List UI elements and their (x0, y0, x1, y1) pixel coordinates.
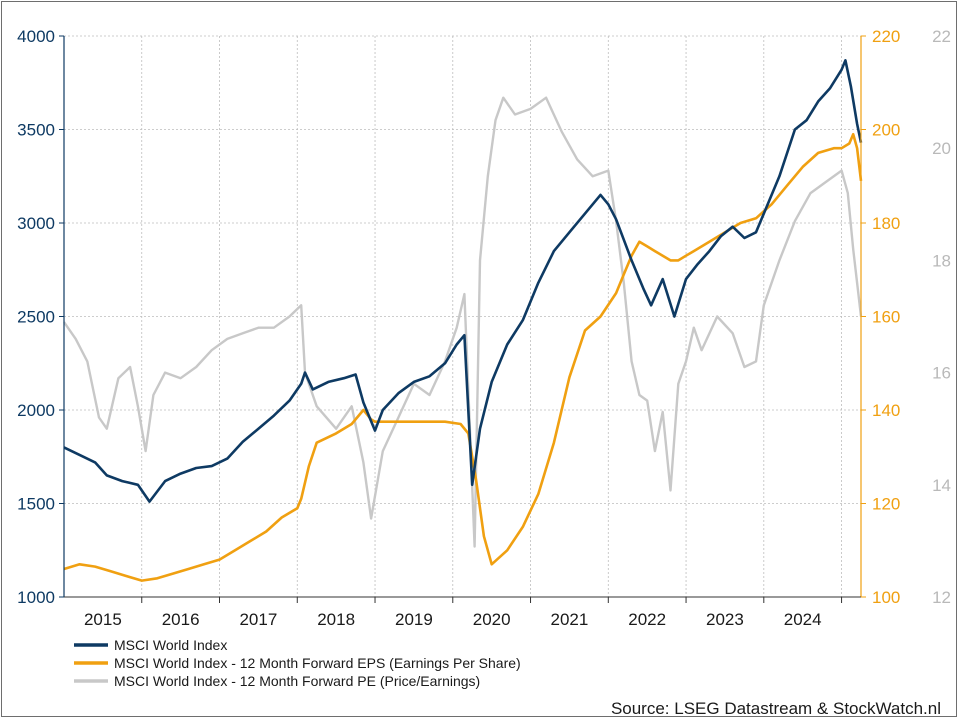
tick-label-eps: 160 (872, 308, 900, 327)
tick-label-left: 2500 (17, 308, 55, 327)
series-line-eps (63, 132, 863, 582)
tick-label-pe: 22 (932, 27, 951, 46)
legend: MSCI World Index MSCI World Index - 12 M… (74, 637, 521, 689)
tick-label-left: 1500 (17, 495, 55, 514)
tick-label-pe: 18 (932, 251, 951, 270)
grid (64, 35, 861, 598)
tick-label-left: 2000 (17, 401, 55, 420)
legend-label-eps: MSCI World Index - 12 Month Forward EPS … (114, 655, 521, 671)
tick-label-x: 2017 (239, 610, 277, 629)
tick-label-eps: 220 (872, 27, 900, 46)
legend-label-index: MSCI World Index (114, 637, 227, 653)
tick-label-eps: 120 (872, 495, 900, 514)
tick-label-left: 3500 (17, 121, 55, 140)
series-line-pe (63, 96, 863, 548)
tick-label-left: 3000 (17, 214, 55, 233)
tick-label-x: 2024 (784, 610, 822, 629)
tick-label-x: 2019 (395, 610, 433, 629)
tick-label-x: 2023 (706, 610, 744, 629)
tick-label-left: 1000 (17, 588, 55, 607)
tick-label-eps: 200 (872, 121, 900, 140)
tick-label-x: 2022 (628, 610, 666, 629)
tick-label-x: 2020 (473, 610, 511, 629)
tick-label-x: 2021 (551, 610, 589, 629)
axes (59, 35, 866, 603)
tick-label-eps: 100 (872, 588, 900, 607)
series-line-index (63, 59, 863, 503)
tick-labels: 1000 1500 2000 2500 3000 3500 4000 100 120 140 160… (17, 27, 951, 629)
tick-label-eps: 180 (872, 214, 900, 233)
tick-label-pe: 12 (932, 588, 951, 607)
tick-label-left: 4000 (17, 27, 55, 46)
tick-label-pe: 16 (932, 364, 951, 383)
source-label: Source: LSEG Datastream & StockWatch.nl (611, 699, 941, 718)
tick-label-pe: 20 (932, 139, 951, 158)
tick-label-pe: 14 (932, 476, 951, 495)
series-lines (63, 59, 863, 582)
tick-label-x: 2016 (162, 610, 200, 629)
legend-label-pe: MSCI World Index - 12 Month Forward PE (… (114, 673, 480, 689)
tick-label-x: 2015 (84, 610, 122, 629)
tick-label-eps: 140 (872, 401, 900, 420)
tick-label-x: 2018 (317, 610, 355, 629)
